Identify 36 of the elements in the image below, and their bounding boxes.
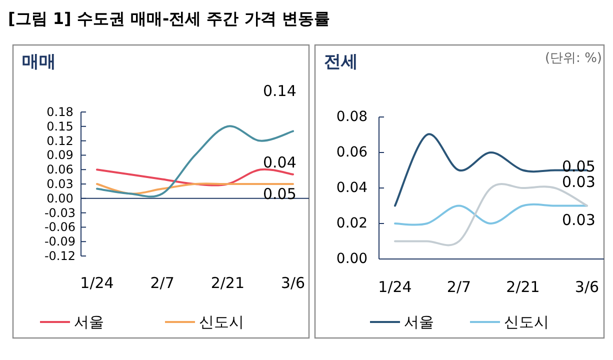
y-tick-label: -0.06 [44, 220, 76, 234]
annotation: 0.04 [263, 153, 296, 172]
text: [그림 1] 수도권 매매-전세 주간 가격 변동률 [8, 9, 330, 28]
y-tick-label: 0.00 [46, 191, 74, 206]
x-tick-label: 2/21 [210, 274, 245, 292]
legend-label: 서울 [74, 313, 104, 331]
y-tick-label: -0.09 [44, 234, 76, 249]
y-tick-label: 0.03 [46, 177, 74, 191]
annotation: 0.03 [562, 210, 596, 229]
x-tick-label: 3/6 [280, 274, 306, 292]
y-tick-label: 0.09 [46, 148, 74, 162]
y-tick-label: 0.12 [46, 134, 74, 148]
y-tick-label: 0.06 [336, 144, 368, 160]
x-tick-label: 1/24 [80, 274, 114, 292]
x-tick-label: 3/6 [574, 278, 600, 296]
annotation: 0.03 [562, 172, 596, 191]
legend-label: 신도시 [199, 313, 244, 331]
y-tick-label: 0.15 [46, 119, 74, 134]
chart-title: 매매 [22, 52, 56, 72]
chart-title: 전세 [324, 52, 358, 72]
y-tick-label: -0.12 [44, 249, 76, 263]
x-tick-label: 2/21 [506, 278, 540, 296]
text: (단위: %) [544, 51, 602, 66]
legend-label: 신도시 [504, 313, 549, 331]
x-tick-label: 1/24 [378, 278, 412, 296]
y-tick-label: 0.04 [336, 180, 368, 196]
x-tick-label: 2/7 [446, 278, 472, 296]
y-tick-label: 0.06 [46, 162, 74, 177]
y-tick-label: 0.00 [336, 251, 368, 267]
y-tick-label: 0.02 [336, 216, 368, 232]
x-tick-label: 2/7 [150, 274, 174, 292]
legend-label: 서울 [404, 313, 434, 331]
y-tick-label: -0.03 [44, 206, 76, 220]
y-tick-label: 0.18 [46, 105, 74, 119]
text: 0.14 [263, 82, 296, 100]
y-tick-label: 0.08 [336, 109, 368, 125]
